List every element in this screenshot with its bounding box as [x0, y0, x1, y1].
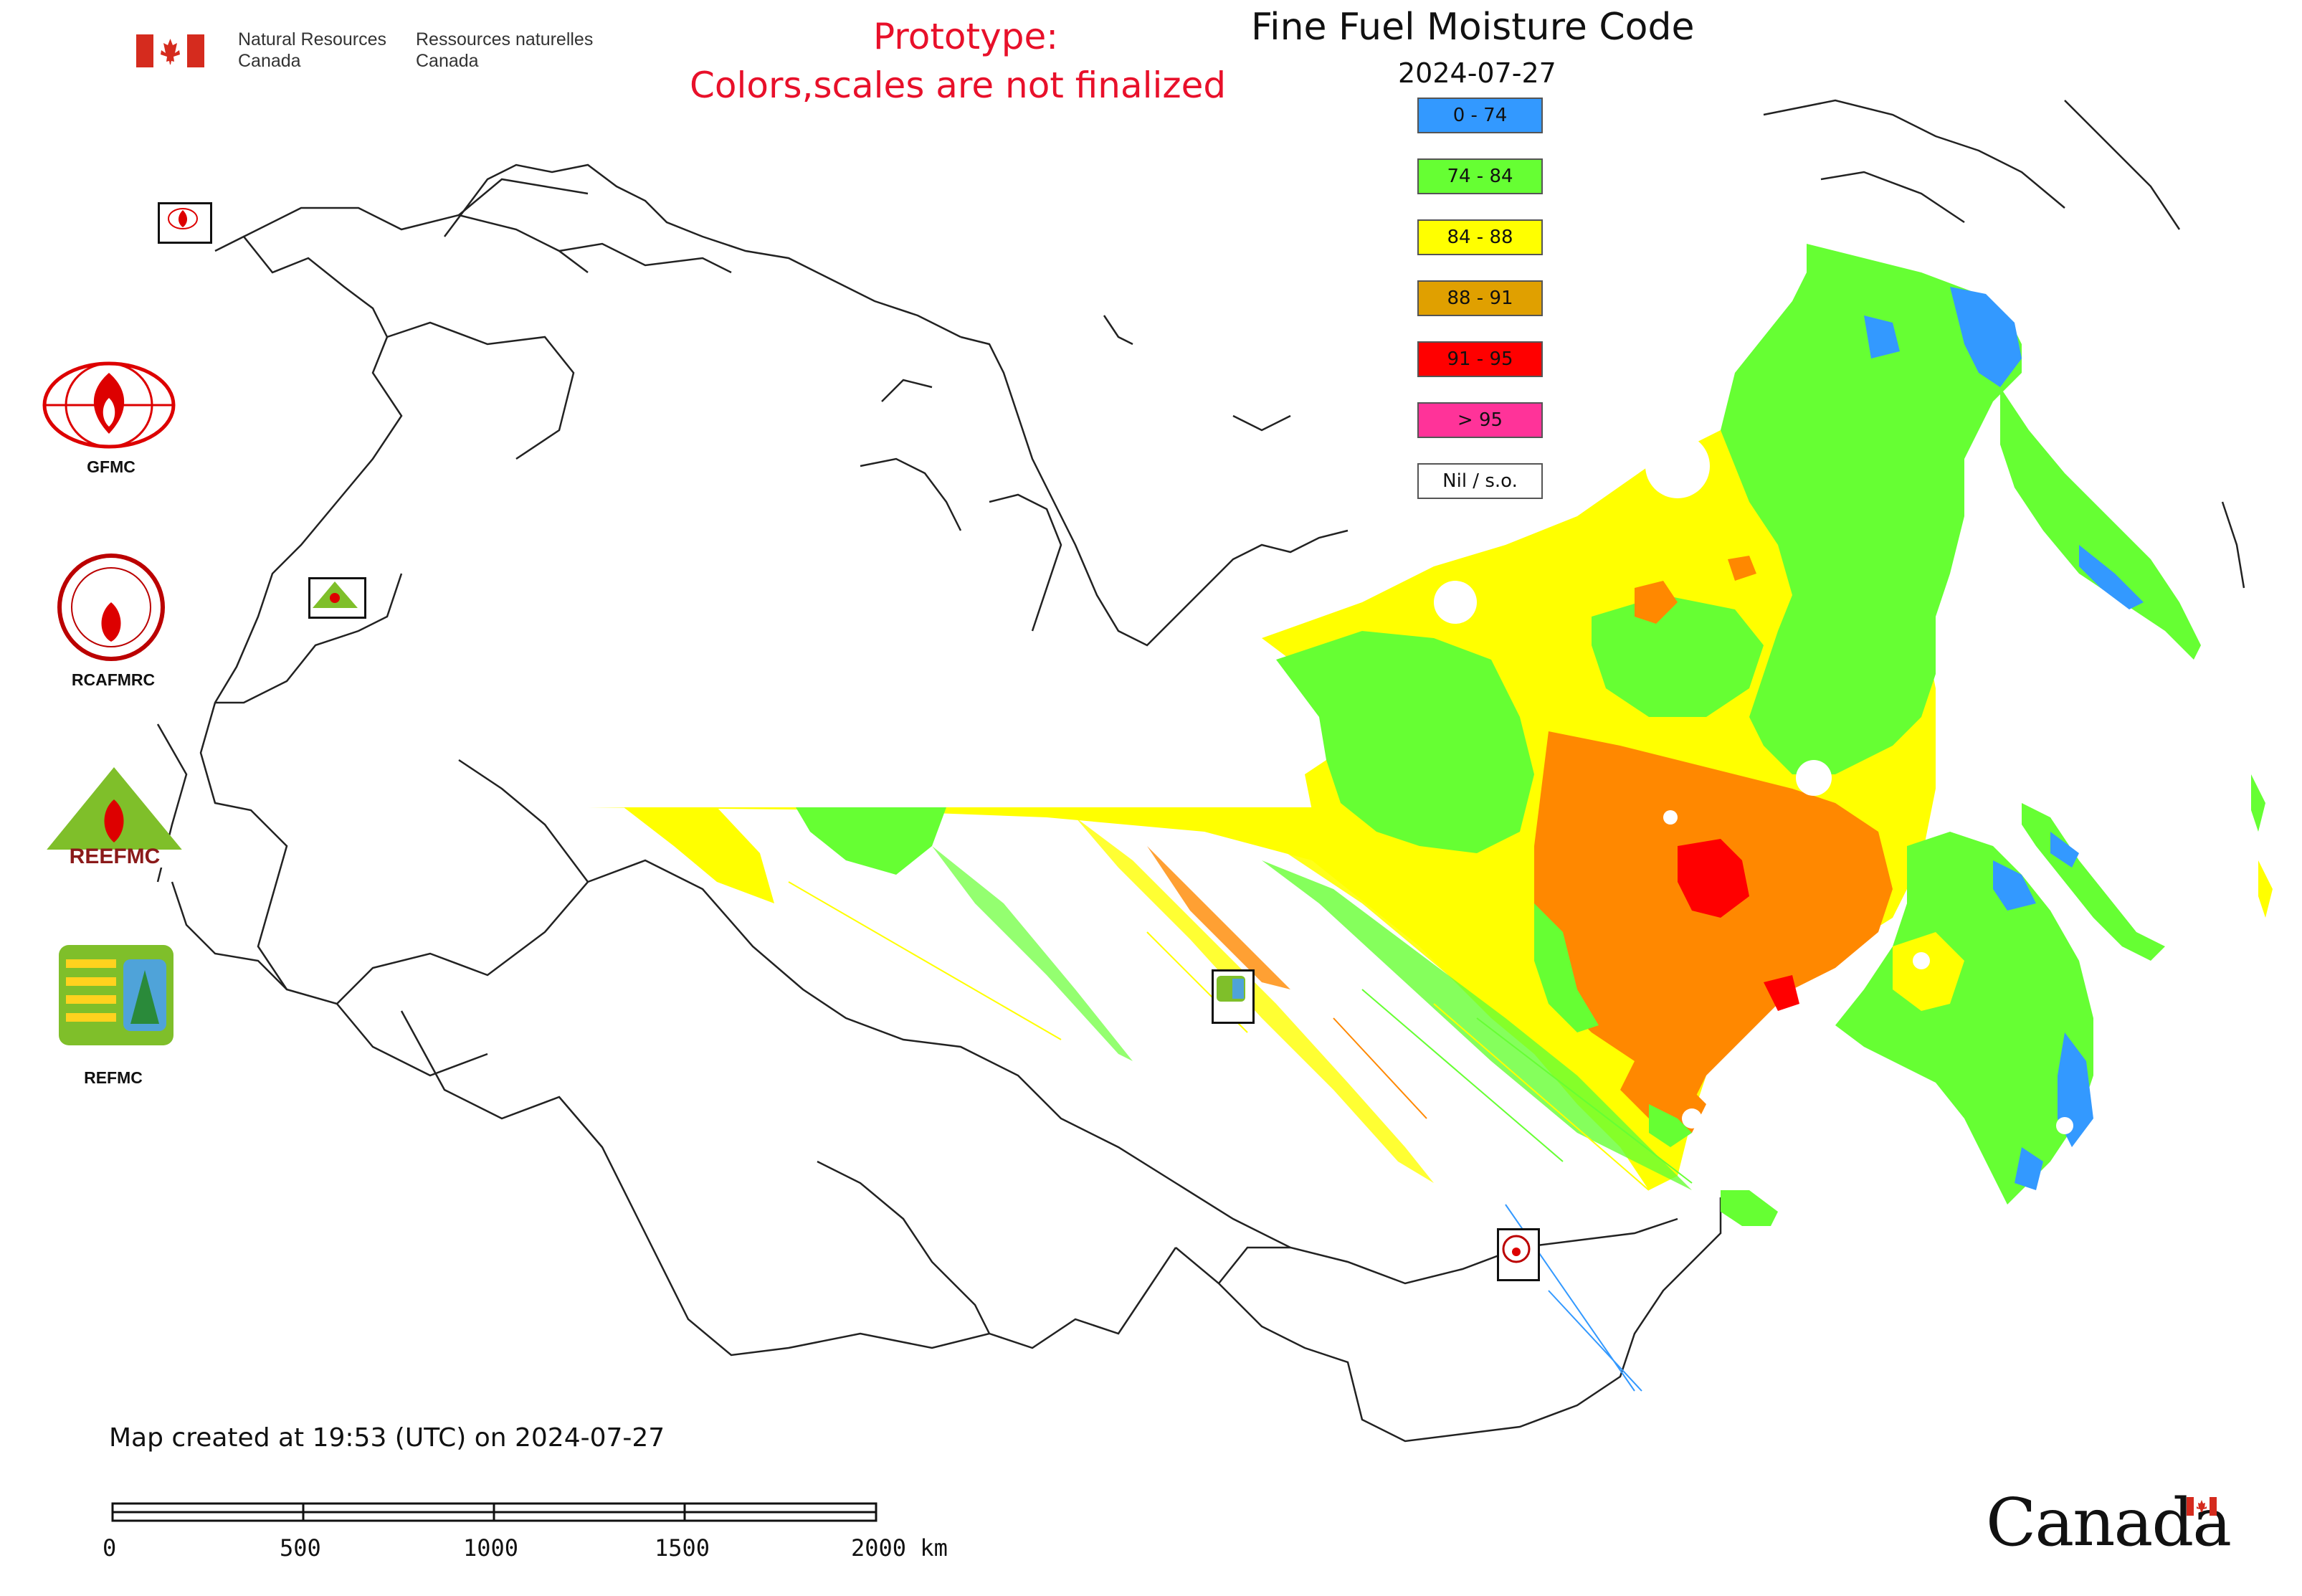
country-boundaries	[156, 178, 1722, 1443]
map-created-note: Map created at 19:53 (UTC) on 2024-07-27	[109, 1423, 665, 1453]
rcafmrc-map-marker	[1497, 1228, 1540, 1281]
legend-item-91-95: 91 - 95	[1417, 341, 1543, 377]
scale-bar	[111, 1502, 877, 1522]
ffmc-data-layer	[588, 244, 2273, 1226]
refmc-logo-icon	[59, 945, 173, 1045]
gfmc-marker-icon	[168, 208, 198, 229]
prototype-notice-line1: Prototype:	[873, 16, 1059, 57]
gfmc-logo-label: GFMC	[87, 457, 135, 476]
legend-item-0-74: 0 - 74	[1417, 98, 1543, 133]
map-date: 2024-07-27	[1398, 57, 1556, 89]
map-title: Fine Fuel Moisture Code	[1251, 6, 1695, 49]
reefmc-marker-icon	[313, 581, 358, 608]
coastlines	[444, 99, 2245, 647]
reefmc-logo-label: REEFMC	[69, 845, 161, 868]
canada-flag-icon	[136, 34, 204, 67]
canada-wordmark: Canada	[1986, 1484, 2232, 1561]
scale-tick-2000: 2000 km	[851, 1534, 948, 1562]
legend-item-88-91: 88 - 91	[1417, 280, 1543, 316]
scale-tick-0: 0	[103, 1534, 117, 1562]
refmc-map-marker	[1212, 969, 1255, 1024]
refmc-marker-icon	[1217, 976, 1245, 1002]
gfmc-map-marker	[158, 202, 212, 244]
legend-item-nil: Nil / s.o.	[1417, 463, 1543, 499]
legend-item-over-95: > 95	[1417, 402, 1543, 438]
legend-item-74-84: 74 - 84	[1417, 158, 1543, 194]
rcafmrc-marker-icon	[1502, 1235, 1531, 1263]
data-streaks	[788, 881, 1693, 1392]
canada-wordmark-flag-icon	[2187, 1497, 2217, 1516]
scale-tick-1500: 1500	[655, 1534, 710, 1562]
legend-item-84-88: 84 - 88	[1417, 219, 1543, 255]
scale-tick-1000: 1000	[463, 1534, 519, 1562]
reefmc-map-marker	[308, 577, 366, 619]
scale-tick-500: 500	[280, 1534, 321, 1562]
rcafmrc-logo-icon	[57, 554, 165, 661]
rcafmrc-logo-label: RCAFMRC	[71, 670, 156, 689]
prototype-notice-line2: Colors,scales are not finalized	[690, 65, 1227, 106]
reefmc-logo-icon	[41, 767, 188, 868]
refmc-logo-label: REFMC	[84, 1068, 143, 1087]
gfmc-logo-icon	[42, 361, 176, 449]
